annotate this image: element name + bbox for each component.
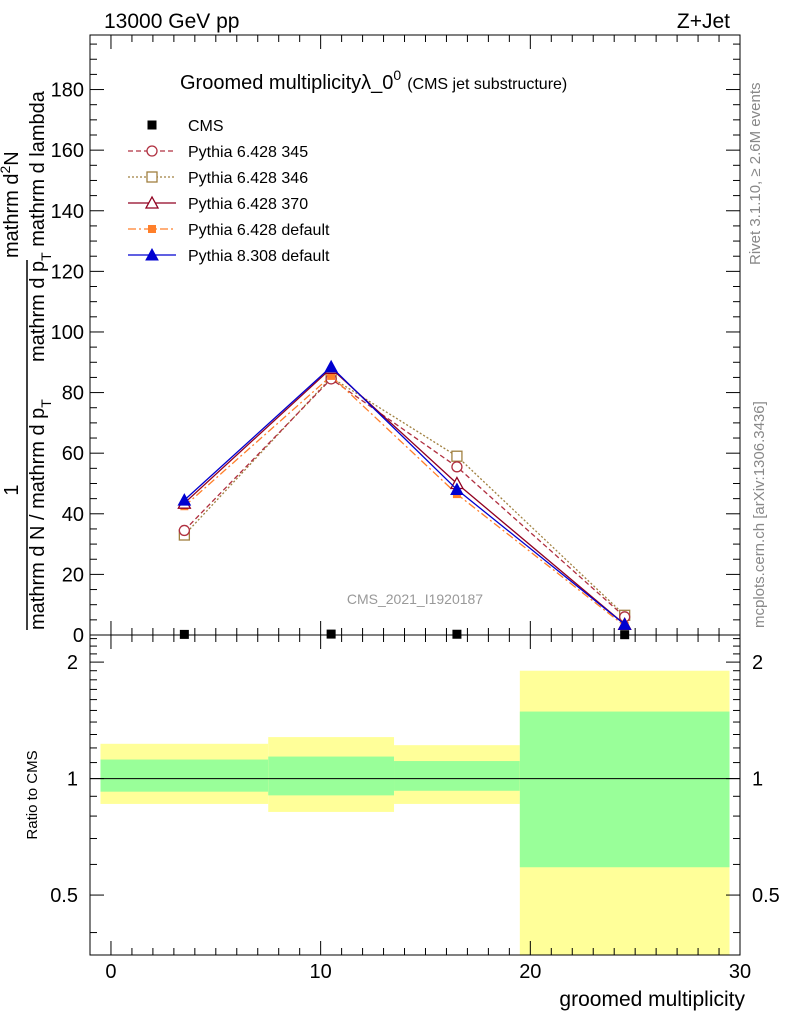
main-y-axis-label: 1 mathrm d N / mathrm d pT mathrm d2N ma… (0, 90, 54, 630)
x-axis: 0 10 20 30 (105, 635, 751, 983)
y-tick-label: 20 (62, 564, 84, 586)
y-tick-label: 100 (51, 322, 84, 344)
ratio-y-tick-label: 0.5 (50, 885, 78, 907)
legend-label: Pythia 8.308 default (188, 248, 330, 265)
data-point (178, 524, 191, 537)
data-point (177, 493, 192, 506)
data-point (179, 629, 189, 639)
y-tick-label: 140 (51, 201, 84, 223)
data-point (144, 195, 160, 209)
analysis-id-watermark: CMS_2021_I1920187 (347, 591, 483, 607)
header-collision-label: 13000 GeV pp (104, 10, 239, 33)
main-data-layer (177, 359, 632, 640)
ratio-y-tick-label-right: 1 (752, 769, 763, 791)
plot-title: Groomed multiplicityλ_00(CMS jet substru… (180, 67, 567, 94)
data-point (324, 359, 338, 373)
data-point (327, 371, 336, 380)
data-point (148, 225, 156, 233)
legend-item-py345: Pythia 6.428 345 (128, 144, 308, 161)
ratio-y-tick-label: 1 (67, 769, 78, 791)
main-y-axis: 0 20 40 60 80 100 120 140 160 180 (51, 43, 740, 647)
series-line-pydef (183, 375, 626, 627)
series-line-py346 (183, 376, 626, 616)
x-tick-label: 10 (310, 961, 332, 983)
series-py8 (177, 359, 632, 630)
legend-item-pydef: Pythia 6.428 default (128, 222, 330, 239)
series-line-py8 (183, 365, 626, 625)
main-x-ticks (110, 35, 741, 635)
legend-label: Pythia 6.428 default (188, 222, 330, 239)
data-point (452, 629, 462, 639)
ratio-bands-layer (100, 670, 730, 955)
stat-uncertainty-band (394, 761, 520, 791)
main-plot-panel: 0 20 40 60 80 100 120 140 160 180 Groomed multipl… (51, 34, 741, 647)
data-point (146, 171, 158, 183)
y-tick-label: 60 (62, 443, 84, 465)
data-point (450, 482, 464, 496)
legend-label: Pythia 6.428 346 (188, 170, 308, 187)
data-point (326, 629, 336, 639)
stat-uncertainty-band (268, 756, 395, 796)
ratio-y-tick-label-right: 2 (752, 652, 763, 674)
data-point (451, 461, 463, 473)
y-tick-label: 80 (62, 383, 84, 405)
legend-item-py370: Pythia 6.428 370 (128, 195, 308, 213)
y-label-frac2-denominator: mathrm d pT mathrm d lambda (27, 90, 54, 362)
ratio-y-axis: 0.5 0.5 1 1 2 2 (50, 638, 780, 934)
series-py370 (177, 360, 632, 631)
data-point (145, 247, 159, 261)
legend-item-py346: Pythia 6.428 346 (128, 170, 308, 187)
y-tick-label: 160 (51, 140, 84, 162)
y-tick-label: 180 (51, 80, 84, 102)
ratio-y-tick-label: 2 (67, 652, 78, 674)
ratio-plot-frame (89, 634, 741, 956)
x-tick-label: 30 (729, 961, 751, 983)
series-line-py345 (183, 378, 626, 618)
series-py346 (178, 371, 631, 621)
legend-label: Pythia 6.428 345 (188, 144, 308, 161)
y-tick-label: 40 (62, 504, 84, 526)
x-tick-label: 20 (519, 961, 541, 983)
mcplots-label: mcplots.cern.ch [arXiv:1306.3436] (751, 401, 768, 628)
ratio-plot-panel: 0.5 0.5 1 1 2 2 0 10 20 30 (50, 634, 780, 983)
data-point (617, 617, 632, 630)
header-process-label: Z+Jet (677, 10, 730, 33)
data-point (146, 145, 158, 157)
y-label-frac1-numerator: 1 (1, 484, 23, 495)
ratio-y-tick-label-right: 0.5 (752, 885, 780, 907)
series-line-py370 (183, 367, 626, 625)
data-point (147, 120, 157, 130)
x-axis-label: groomed multiplicity (559, 988, 745, 1011)
stat-uncertainty-band (100, 759, 269, 792)
y-tick-label: 120 (51, 261, 84, 283)
x-tick-label: 0 (105, 961, 116, 983)
series-py345 (178, 373, 631, 623)
legend: CMS Pythia 6.428 345 Pythia 6.428 346 Pythi… (128, 118, 330, 265)
y-label-frac1-denominator: mathrm d N / mathrm d pT (27, 399, 54, 630)
legend-item-cms: CMS (147, 118, 224, 135)
legend-item-py8: Pythia 8.308 default (128, 247, 330, 265)
legend-label: CMS (188, 118, 224, 135)
data-point (451, 450, 463, 462)
ratio-y-axis-label: Ratio to CMS (24, 750, 41, 839)
y-tick-label: 0 (73, 625, 84, 647)
rivet-version-label: Rivet 3.1.10, ≥ 2.6M events (747, 83, 764, 266)
stat-uncertainty-band (519, 711, 730, 868)
y-label-frac2-numerator: mathrm d2N (0, 151, 23, 258)
legend-label: Pythia 6.428 370 (188, 196, 308, 213)
